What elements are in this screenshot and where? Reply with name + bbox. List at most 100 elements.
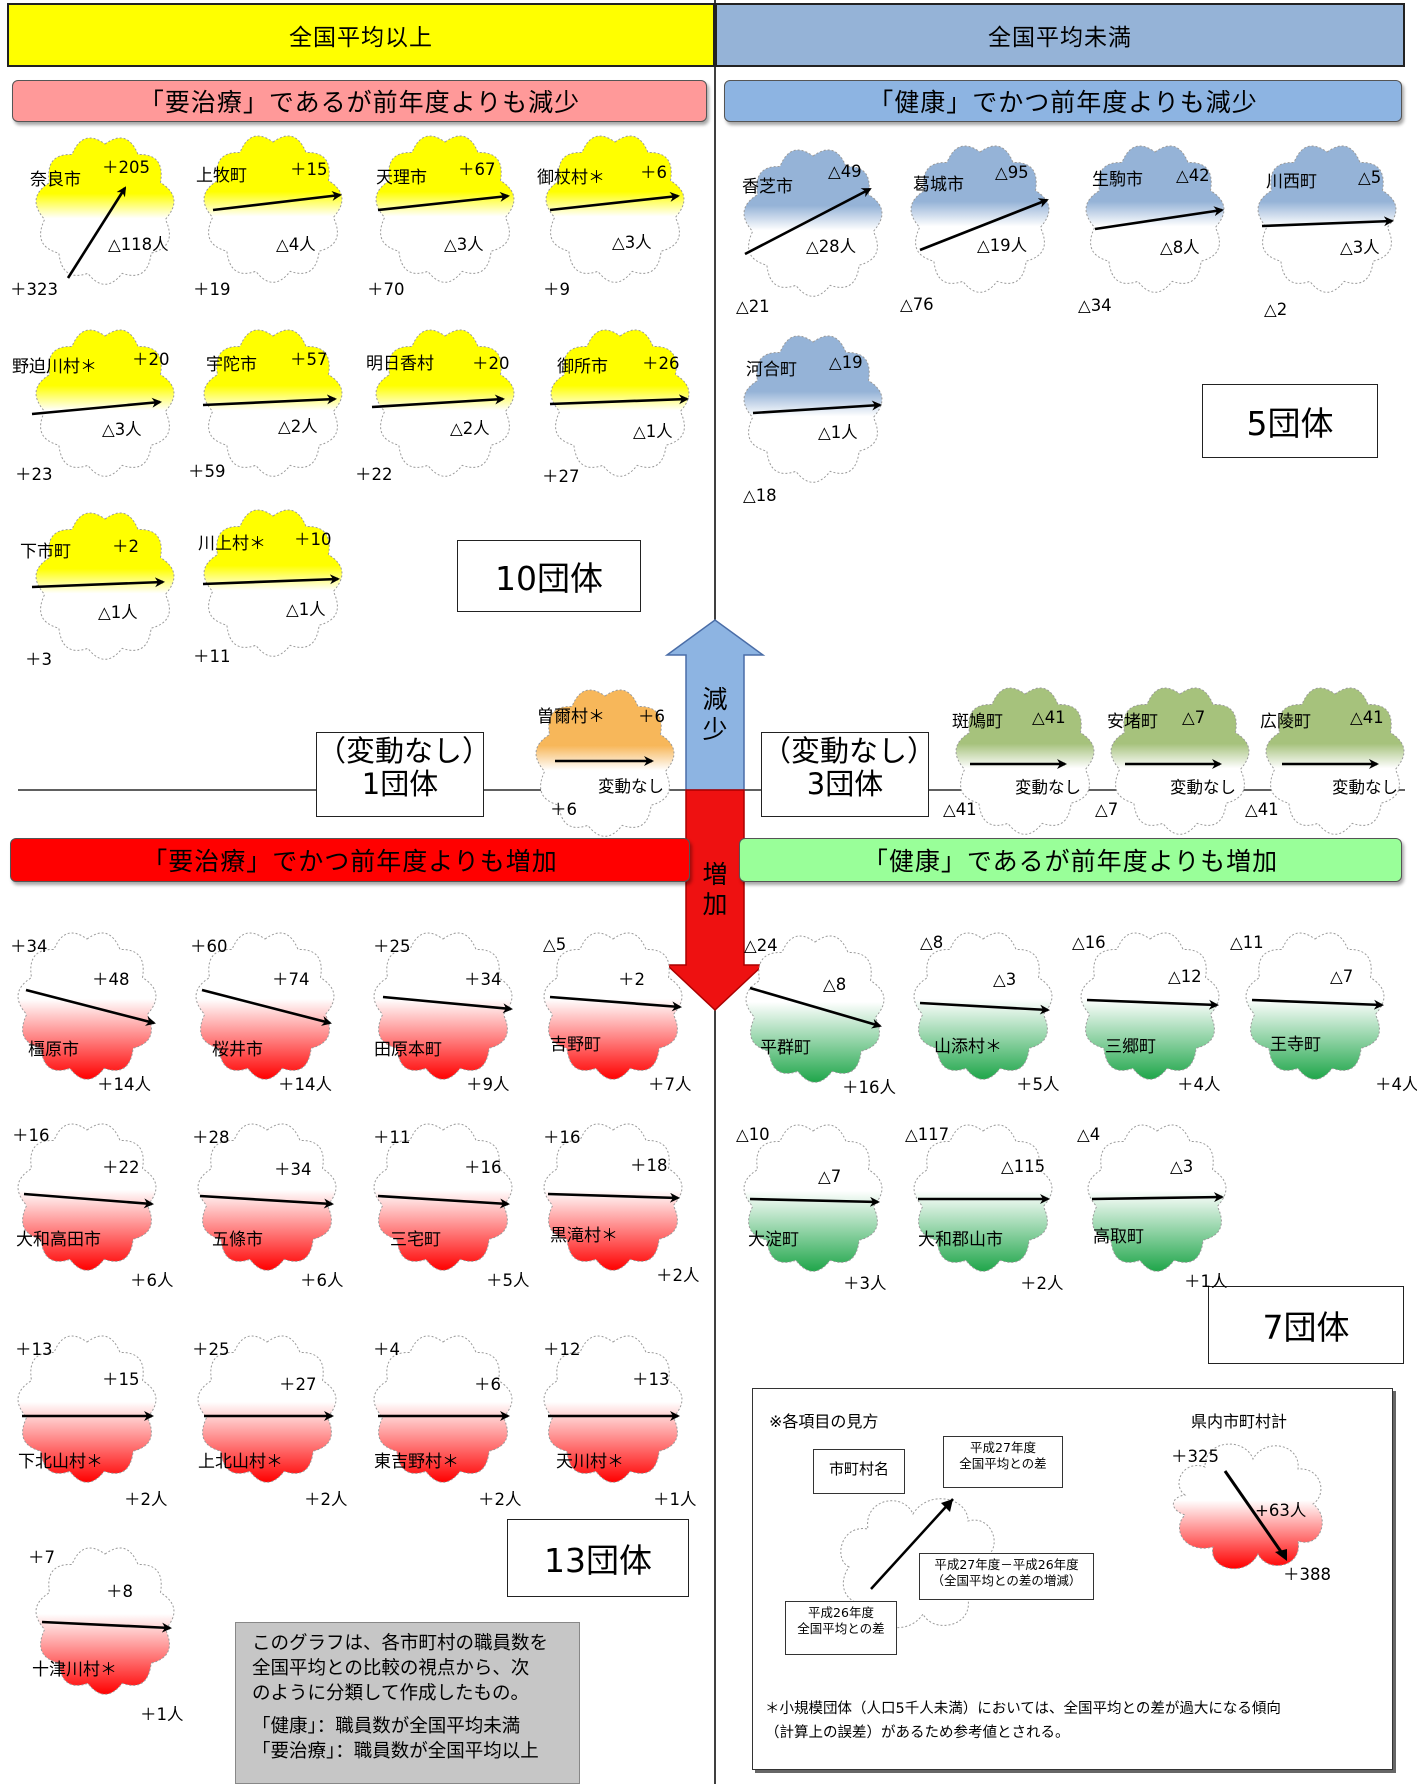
- municipality-name: 大淀町: [748, 1230, 799, 1250]
- change-arrow: [919, 1001, 1050, 1015]
- legend-name-box: 市町村名: [813, 1449, 905, 1494]
- municipality-name: 御所市: [557, 357, 608, 377]
- end-value: ＋34: [274, 1160, 312, 1179]
- start-value: △4: [1077, 1125, 1101, 1144]
- cloud-shape-svg: [195, 932, 335, 1080]
- municipality-name: 平群町: [760, 1038, 811, 1058]
- start-value: ＋3: [25, 650, 52, 669]
- end-value: ＋2: [112, 537, 139, 556]
- municipality-name: 明日香村: [366, 354, 434, 374]
- change-arrow: [1091, 1192, 1224, 1203]
- cloud-shape: [203, 509, 343, 657]
- no-change-left-box: （変動なし） 1団体: [316, 732, 492, 817]
- cloud-shape: [203, 135, 343, 283]
- end-value: △41: [1032, 708, 1066, 727]
- cloud-shape-svg: [535, 689, 675, 837]
- municipality-name: 川西町: [1266, 172, 1317, 192]
- municipality-cloud: 大和高田市 ＋22 ＋6人 ＋16: [12, 1116, 174, 1290]
- no-change-right-box: （変動なし） 3団体: [761, 732, 936, 817]
- change-arrow: [31, 397, 162, 416]
- change-value: ＋1人: [1184, 1272, 1228, 1291]
- cloud-shape-svg: [197, 1123, 337, 1271]
- municipality-cloud: 曽爾村＊ ＋6 変動なし ＋6: [530, 682, 680, 842]
- municipality-name: 下市町: [20, 542, 71, 562]
- change-value: ＋6人: [130, 1271, 174, 1290]
- legend-start-label-2: 全国平均との差: [797, 1621, 885, 1636]
- municipality-name: 生駒市: [1092, 170, 1143, 190]
- cloud-shape: [197, 1123, 337, 1271]
- change-value: ＋5人: [486, 1271, 530, 1290]
- municipality-name: 上北山村＊: [198, 1452, 283, 1472]
- change-value: ＋3人: [843, 1274, 887, 1293]
- change-arrow: [749, 1196, 880, 1207]
- legend-total-end: ＋388: [1283, 1565, 1331, 1584]
- axis-label-increase: 増加: [702, 860, 728, 919]
- change-value: △28人: [806, 237, 857, 256]
- cloud-shape: [1110, 687, 1250, 835]
- start-value: ＋16: [12, 1126, 50, 1145]
- end-value: ＋205: [102, 158, 150, 177]
- start-value: △7: [1095, 800, 1119, 819]
- cloud-shape: [745, 935, 885, 1083]
- cloud-shape-svg: [202, 509, 343, 657]
- no-change-right-line2: 3団体: [806, 767, 884, 802]
- legend-sample-arrow: [870, 1498, 954, 1590]
- end-value: ＋6: [474, 1375, 501, 1394]
- legend-name-label: 市町村名: [828, 1460, 889, 1478]
- municipality-cloud: 十津川村＊ ＋8 ＋1人 ＋7: [28, 1540, 184, 1724]
- change-arrow: [377, 1194, 510, 1209]
- municipality-name: 王寺町: [1270, 1035, 1321, 1055]
- end-value: △19: [829, 353, 863, 372]
- change-value: △2人: [278, 417, 318, 436]
- end-value: ＋26: [642, 354, 680, 373]
- municipality-cloud: 大和郡山市 △115 ＋2人 △117: [905, 1117, 1064, 1293]
- municipality-cloud: 御杖村＊ ＋6 △3人 ＋9: [537, 128, 690, 299]
- municipality-name: 橿原市: [28, 1040, 79, 1060]
- start-value: ＋22: [355, 465, 393, 484]
- decrease-arrow: [664, 619, 766, 791]
- start-value: △16: [1072, 933, 1106, 952]
- municipality-cloud: 黒滝村＊ ＋18 ＋2人 ＋16: [538, 1116, 700, 1285]
- change-arrow: [202, 394, 337, 407]
- legend-total-change: +63人: [1255, 1501, 1307, 1520]
- change-value: △3人: [1340, 238, 1380, 257]
- change-arrow: [549, 394, 689, 406]
- start-value: △2: [1264, 300, 1288, 319]
- count-healthy-increase: 7団体: [1208, 1286, 1404, 1364]
- start-value: ＋25: [192, 1340, 230, 1359]
- note-line-2: 全国平均との比較の視点から、次: [252, 1658, 530, 1679]
- municipality-cloud: 下市町 ＋2 △1人 ＋3: [20, 505, 180, 669]
- cloud-shape-svg: [371, 329, 515, 477]
- band-healthy-increase: 「健康」であるが前年度よりも増加: [739, 838, 1402, 882]
- municipality-name: 香芝市: [742, 177, 793, 197]
- change-arrow: [31, 577, 165, 589]
- change-value: △4人: [276, 235, 316, 254]
- legend-sample-arrow-head: [941, 1499, 953, 1512]
- cloud-shape-svg: [17, 1123, 157, 1271]
- end-value: ＋20: [472, 354, 510, 373]
- axis-label-decrease: 減少: [702, 685, 728, 744]
- cloud-shape-svg: [543, 1123, 683, 1271]
- start-value: ＋59: [188, 462, 226, 481]
- municipality-cloud: 川西町 △5 △3人 △2: [1252, 138, 1402, 319]
- change-arrow: [549, 995, 682, 1012]
- note-line-4: 「健康」：職員数が全国平均未満: [252, 1716, 521, 1737]
- cloud-shape: [543, 1335, 683, 1483]
- municipality-name: 三宅町: [390, 1230, 441, 1250]
- end-value: ＋16: [464, 1158, 502, 1177]
- municipality-name: 十津川村＊: [32, 1660, 117, 1680]
- end-value: ＋48: [92, 970, 130, 989]
- change-arrow: [23, 1192, 154, 1209]
- change-value: △118人: [108, 235, 169, 254]
- cloud-shape: [543, 932, 683, 1080]
- legend-end-label-2: 全国平均との差: [959, 1456, 1047, 1471]
- change-arrow: [919, 198, 1049, 252]
- cloud-shape: [955, 687, 1095, 835]
- no-change-left-line1: （変動なし）: [317, 734, 492, 768]
- municipality-name: 葛城市: [913, 175, 964, 195]
- municipality-name: 河合町: [746, 360, 797, 380]
- end-value: △5: [1358, 168, 1382, 187]
- change-value: △3人: [444, 235, 484, 254]
- end-value: △12: [1168, 967, 1202, 986]
- change-arrow: [201, 988, 332, 1026]
